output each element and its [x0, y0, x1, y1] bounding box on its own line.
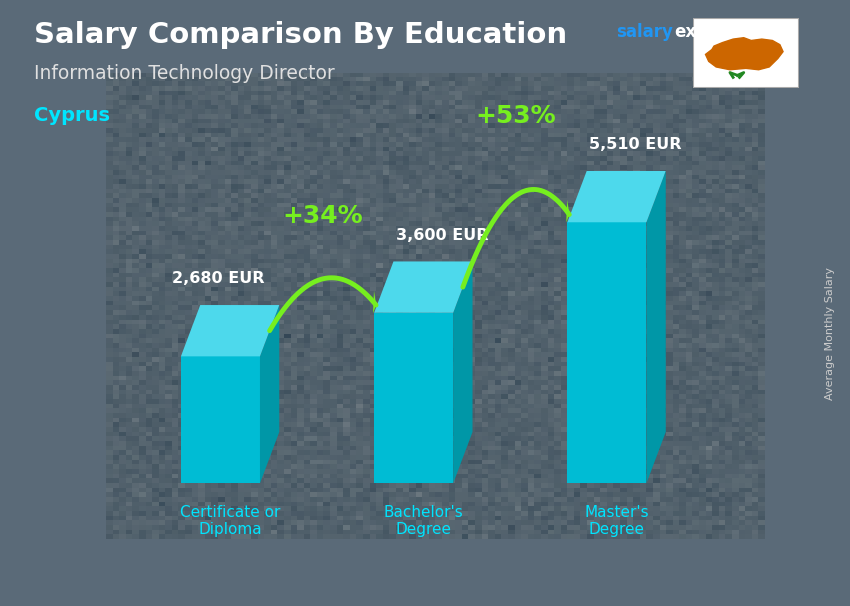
Polygon shape: [260, 305, 280, 484]
Text: +53%: +53%: [476, 104, 557, 128]
Polygon shape: [181, 356, 260, 484]
Text: Average Monthly Salary: Average Monthly Salary: [824, 267, 835, 400]
Text: explorer.com: explorer.com: [674, 23, 796, 41]
Text: Bachelor's
Degree: Bachelor's Degree: [383, 505, 463, 537]
Polygon shape: [566, 200, 570, 222]
Polygon shape: [646, 171, 666, 484]
Text: 3,600 EUR: 3,600 EUR: [396, 228, 489, 243]
Text: Cyprus: Cyprus: [34, 106, 110, 125]
Polygon shape: [373, 290, 376, 313]
Text: Certificate or
Diploma: Certificate or Diploma: [180, 505, 280, 537]
Polygon shape: [374, 313, 453, 484]
Polygon shape: [181, 305, 280, 356]
Polygon shape: [706, 38, 783, 70]
Text: salary: salary: [616, 23, 673, 41]
Text: 2,680 EUR: 2,680 EUR: [172, 271, 264, 287]
Text: 5,510 EUR: 5,510 EUR: [589, 138, 682, 152]
Text: Information Technology Director: Information Technology Director: [34, 64, 335, 82]
Polygon shape: [453, 261, 473, 484]
Text: Master's
Degree: Master's Degree: [584, 505, 649, 537]
Polygon shape: [568, 222, 646, 484]
Polygon shape: [374, 261, 473, 313]
Text: +34%: +34%: [282, 204, 363, 228]
Text: Salary Comparison By Education: Salary Comparison By Education: [34, 21, 567, 49]
Polygon shape: [568, 171, 666, 222]
